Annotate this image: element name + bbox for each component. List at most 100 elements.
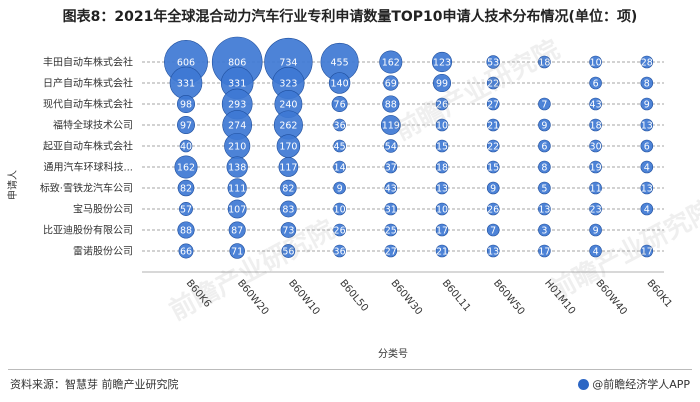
bubble [538,55,551,69]
bubble [486,223,500,237]
bubble [227,178,247,198]
bubble-value-label: 806 [228,58,246,69]
bubble-value-label: 162 [177,163,195,174]
bubble [589,202,602,216]
bubble [640,97,654,111]
bubble-value-label: 83 [282,205,294,216]
bubble [435,118,449,132]
bubble [486,97,500,111]
x-tick-label: B60W40 [593,278,629,317]
bubble-value-label: 4 [593,247,599,258]
x-tick-label: B60K6 [184,278,213,310]
y-tick-label: 通用汽车环球科技... [43,161,133,174]
bubble [384,181,398,195]
x-tick-label: B60L50 [337,278,370,314]
bubble-value-label: 28 [641,58,653,69]
bubble-value-label: 31 [385,205,397,216]
bubble-value-label: 8 [644,79,650,90]
bubble-value-label: 14 [334,163,346,174]
bubble-value-label: 21 [436,247,448,258]
x-axis-label: 分类号 [378,347,408,360]
bubble [486,55,500,69]
x-tick-label: B60W30 [389,278,425,317]
x-tick-label: B60W10 [286,278,322,317]
bubble-value-label: 8 [541,163,547,174]
bubble-value-label: 13 [641,184,653,195]
bubble-value-label: 15 [487,163,499,174]
bubble-value-label: 73 [282,226,294,237]
bubble-value-label: 10 [590,58,602,69]
bubble [431,51,453,73]
bubble-value-label: 82 [180,184,192,195]
bubble-value-label: 69 [385,79,397,90]
bubble [589,181,602,195]
bubble-value-label: 26 [334,226,346,237]
bubble-value-label: 4 [644,205,650,216]
bubble [435,202,449,216]
bubble-value-label: 26 [436,100,448,111]
bubble-value-label: 15 [436,142,448,153]
bubble [384,160,398,174]
bubble [227,199,247,219]
bubble-value-label: 10 [436,121,448,132]
bubble-value-label: 56 [282,247,294,258]
bubble-value-label: 19 [590,163,602,174]
bubble-value-label: 734 [279,58,297,69]
bubble-value-label: 123 [433,58,451,69]
bubble [640,118,654,132]
bubble [281,244,296,258]
bubble-value-label: 45 [334,142,346,153]
bubble-value-label: 97 [180,121,192,132]
bubble [486,160,500,174]
bubble-value-label: 606 [177,58,195,69]
bubble [589,76,602,90]
bubble-value-label: 240 [279,100,297,111]
bubble [486,76,500,90]
bubble [640,181,654,195]
bubble-value-label: 30 [590,142,602,153]
bubble-value-label: 331 [177,79,195,90]
y-tick-label: 丰田自动车株式会社 [43,56,133,69]
bubble-value-label: 99 [436,79,448,90]
brand-logo-icon [578,379,590,390]
x-tick-label: B60W50 [491,278,527,317]
y-tick-label: 宝马股份公司 [73,203,133,216]
y-tick-label: 雷诺股份公司 [73,246,133,258]
bubble [384,202,398,216]
bubble [228,221,246,239]
bubble [589,160,602,174]
bubble [229,243,245,259]
bubble-value-label: 88 [385,100,397,111]
bubble-value-label: 27 [385,247,397,258]
bubble [333,202,346,216]
bubble-value-label: 13 [436,184,448,195]
bubble-value-label: 18 [436,163,448,174]
bubble-value-label: 18 [590,121,602,132]
bubble [383,75,399,91]
bubble [538,160,551,174]
bubble [435,97,449,111]
bubble [589,139,602,153]
bubble-value-label: 210 [228,142,246,153]
bubble [379,50,403,74]
chart-title: 图表8：2021年全球混合动力汽车行业专利申请数量TOP10申请人技术分布情况(… [62,9,638,25]
bubble [333,139,346,153]
y-tick-labels: 丰田自动车株式会社日产自动车株式会社现代自动车株式会社福特全球技术公司起亚自动车… [40,56,133,258]
y-tick-label: 标致·雪铁龙汽车公司 [40,182,133,195]
bubble-value-label: 9 [593,226,599,237]
bubble [435,181,449,195]
y-tick-label: 比亚迪股份有限公司 [43,224,133,237]
bubble [382,95,400,113]
bubble-value-label: 9 [644,100,650,111]
bubble [333,118,346,132]
bubble-value-label: 53 [487,58,499,69]
bubble-value-label: 71 [231,247,243,258]
bubble [589,118,602,132]
bubble-value-label: 4 [644,163,650,174]
bubble-value-label: 11 [590,184,602,195]
bubble [333,223,346,237]
bubble-value-label: 274 [228,121,246,132]
y-tick-label: 起亚自动车株式会社 [43,140,133,153]
bubble-value-label: 5 [541,184,547,195]
